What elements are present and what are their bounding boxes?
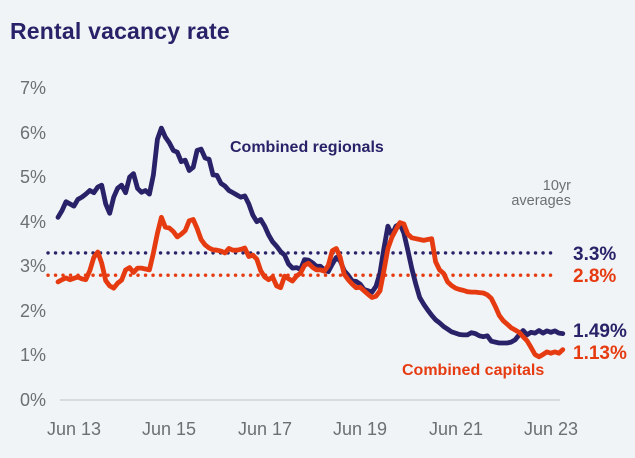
series-label-regionals: Combined regionals xyxy=(230,139,384,156)
x-tick-label: Jun 15 xyxy=(141,419,197,439)
ten-year-averages-heading: 10yr averages xyxy=(511,178,571,209)
x-tick-label: Jun 13 xyxy=(46,419,102,439)
x-tick-label: Jun 19 xyxy=(332,419,388,439)
capitals-latest-value: 1.13% xyxy=(573,343,627,364)
series-line xyxy=(55,214,566,360)
x-tick-label: Jun 21 xyxy=(428,419,484,439)
y-tick-label: 6% xyxy=(19,122,46,143)
y-tick-label: 3% xyxy=(19,256,46,277)
x-tick-label: Jun 17 xyxy=(237,419,293,439)
y-tick-label: 5% xyxy=(19,167,46,188)
series-label-capitals: Combined capitals xyxy=(402,362,545,379)
series-line xyxy=(55,125,566,346)
x-tick-label: Jun 23 xyxy=(523,419,579,439)
y-tick-label: 4% xyxy=(19,211,46,232)
regionals-average-value: 3.3% xyxy=(573,244,617,265)
y-tick-label: 1% xyxy=(19,345,46,366)
regionals-latest-value: 1.49% xyxy=(573,321,627,342)
y-tick-label: 0% xyxy=(19,390,46,410)
chart-title: Rental vacancy rate xyxy=(10,18,230,44)
y-tick-label: 7% xyxy=(19,78,46,98)
y-tick-label: 2% xyxy=(19,300,46,321)
capitals-average-value: 2.8% xyxy=(573,266,617,287)
